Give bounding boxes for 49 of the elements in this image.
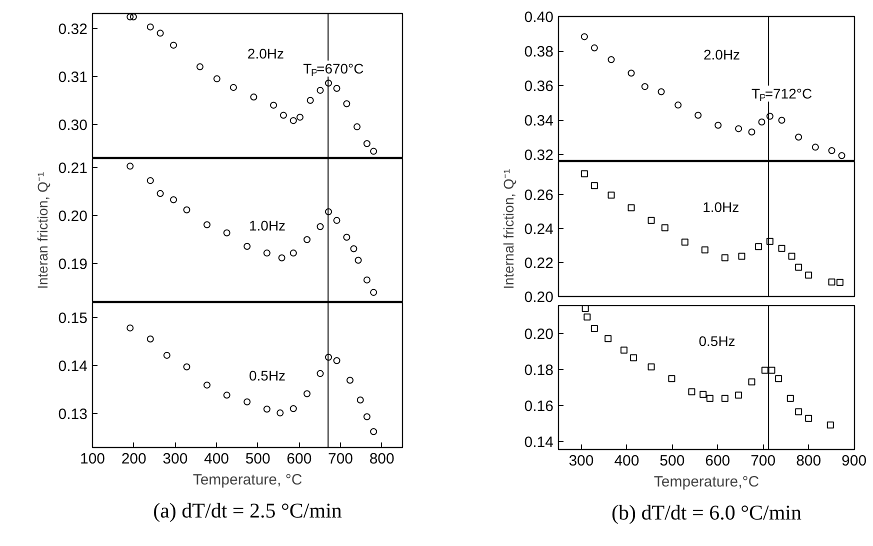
y-tick-label: 0.14 [58, 358, 88, 375]
y-tick-label: 0.13 [58, 406, 88, 423]
x-tick-label: 300 [568, 452, 594, 470]
x-tick-label: 700 [750, 452, 776, 470]
annotation: 0.5Hz [248, 367, 286, 384]
text: (a) dT/dt = 2.5 °C/min [153, 498, 342, 522]
y-tick-label: 0.14 [524, 434, 554, 452]
annotation: 2.0Hz [247, 45, 284, 62]
annotation: 1.0Hz [248, 218, 286, 234]
y-tick-label: 0.36 [524, 78, 554, 96]
x-axis-title: Temperature,°C [654, 474, 760, 490]
y-tick-label: 0.20 [524, 289, 554, 306]
annotation: 1.0Hz [702, 199, 740, 216]
x-tick-label: 500 [660, 452, 685, 470]
annotation: 2.0Hz [703, 46, 740, 62]
y-tick-label: 0.26 [524, 186, 554, 204]
y-tick-label: 0.40 [524, 9, 554, 26]
y-tick-label: 0.38 [524, 44, 554, 61]
y-tick-label: 0.31 [58, 68, 88, 86]
y-tick-label: 0.34 [524, 112, 554, 130]
annotation: 0.5Hz [698, 332, 736, 349]
y-tick-label: 0.32 [58, 20, 88, 38]
x-tick-label: 400 [204, 450, 230, 468]
y-tick-label: 0.21 [58, 160, 88, 178]
x-tick-label: 800 [369, 450, 394, 468]
y-tick-label: 0.22 [524, 254, 554, 272]
x-tick-label: 600 [705, 452, 730, 470]
y-tick-label: 0.32 [524, 147, 554, 164]
x-tick-label: 200 [121, 450, 146, 468]
text: (b) dT/dt = 6.0 °C/min [612, 500, 802, 524]
x-tick-label: 500 [245, 450, 270, 468]
y-tick-label: 0.16 [524, 398, 554, 416]
y-tick-label: 0.20 [524, 326, 554, 344]
x-axis-title: Temperature, °C [192, 472, 302, 488]
x-tick-label: 100 [80, 450, 106, 468]
x-tick-label: 600 [286, 450, 312, 468]
y-tick-label: 0.15 [58, 310, 88, 327]
x-tick-label: 400 [614, 452, 640, 470]
y-tick-label: 0.24 [524, 220, 554, 238]
y-axis-title: Internal friction, Q⁻¹ [500, 168, 516, 290]
y-axis-title: Interan friction, Q⁻¹ [34, 172, 50, 290]
y-tick-label: 0.20 [58, 208, 88, 226]
y-tick-label: 0.30 [58, 116, 88, 134]
y-tick-label: 0.19 [58, 256, 88, 274]
y-tick-label: 0.18 [524, 362, 554, 380]
x-tick-label: 700 [328, 450, 354, 468]
x-tick-label: 300 [162, 450, 188, 468]
x-tick-label: 800 [796, 452, 822, 470]
x-tick-label: 900 [842, 452, 867, 470]
